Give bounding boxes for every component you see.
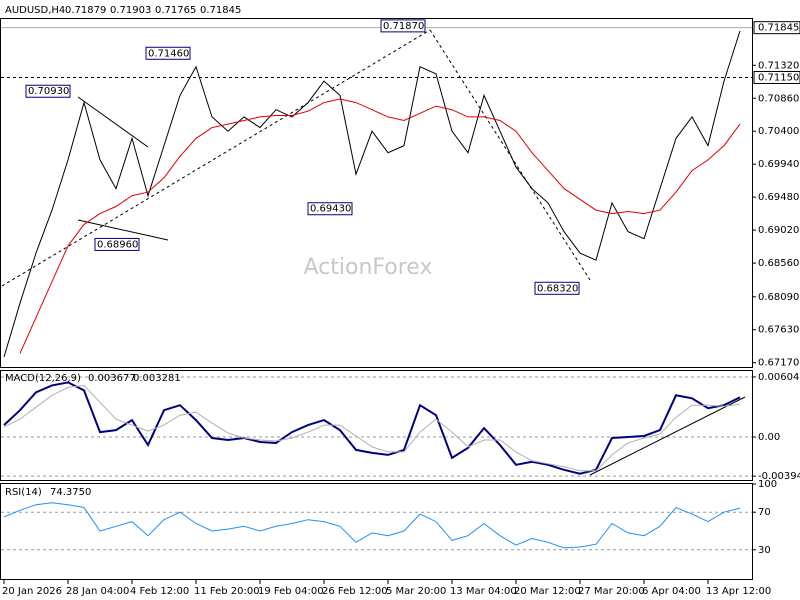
y-tick-label: 0.00 xyxy=(758,432,780,443)
y-tick-label: 0.68560 xyxy=(758,258,799,269)
indicator-value: 0.003677 xyxy=(88,373,136,384)
y-tick-label: 0.67170 xyxy=(758,358,799,369)
x-tick-label: 27 Mar 20:00 xyxy=(578,586,645,597)
watermark: ActionForex xyxy=(304,255,433,280)
series-line xyxy=(3,384,741,472)
series-line xyxy=(19,98,741,354)
indicator-value: 0.003281 xyxy=(133,373,181,384)
price-panel xyxy=(0,18,753,368)
y-tick-label: 0.69480 xyxy=(758,192,799,203)
price-tag xyxy=(753,21,800,35)
annotation-box xyxy=(534,281,580,295)
rsi-panel xyxy=(0,483,753,580)
x-tick-label: 13 Apr 12:00 xyxy=(706,586,771,597)
channel-line xyxy=(1,29,431,287)
x-tick-label: 6 Apr 04:00 xyxy=(642,586,701,597)
annotation-label: 0.71870 xyxy=(383,21,424,32)
annotation-box xyxy=(380,19,426,33)
y-tick-label: 0.70860 xyxy=(758,93,799,104)
x-tick-label: 28 Jan 04:00 xyxy=(66,586,129,597)
x-tick-label: 11 Feb 20:00 xyxy=(194,586,260,597)
y-tick-label: 0.69020 xyxy=(758,225,799,236)
annotation-label: 0.69430 xyxy=(310,204,351,215)
indicator-value: 74.3750 xyxy=(50,487,91,498)
channel-line xyxy=(429,29,591,281)
x-tick-label: 26 Feb 12:00 xyxy=(322,586,388,597)
y-tick-label: 30 xyxy=(758,545,771,556)
trendline xyxy=(589,396,746,476)
ohlc-value: 0.71765 xyxy=(155,5,196,16)
annotation-box xyxy=(94,237,140,251)
ohlc-value: 0.71879 xyxy=(65,5,106,16)
channel-lines xyxy=(1,29,591,287)
y-tick-label: 0.71320 xyxy=(758,60,799,71)
y-tick-label: -0.00394 xyxy=(758,471,800,482)
trendline xyxy=(77,219,169,241)
price-tag-label: 0.71150 xyxy=(758,72,799,83)
x-tick-label: 5 Mar 20:00 xyxy=(386,586,446,597)
x-tick-label: 20 Mar 12:00 xyxy=(514,586,581,597)
trendlines xyxy=(77,96,746,476)
y-tick-label: 0.67630 xyxy=(758,325,799,336)
indicator-title: MACD(12,26,9) xyxy=(5,373,81,384)
x-tick-label: 19 Feb 04:00 xyxy=(258,586,324,597)
trendline xyxy=(77,96,149,148)
series-line xyxy=(3,502,741,549)
annotation-label: 0.68960 xyxy=(97,239,138,250)
macd-panel xyxy=(0,370,753,481)
price-tag-label: 0.71845 xyxy=(758,23,799,34)
indicator-title: RSI(14) xyxy=(5,487,42,498)
ohlc-value: 0.71903 xyxy=(110,5,151,16)
annotation-label: 0.68320 xyxy=(537,283,578,294)
x-tick-label: 4 Feb 12:00 xyxy=(130,586,189,597)
y-tick-label: 70 xyxy=(758,507,771,518)
y-tick-label: 0.69940 xyxy=(758,159,799,170)
x-tick-label: 13 Mar 04:00 xyxy=(450,586,517,597)
chart-title: AUDUSD,H4 xyxy=(5,5,65,16)
annotation-box xyxy=(145,46,191,60)
annotation-label: 0.71460 xyxy=(148,48,189,59)
y-tick-label: 0.006048 xyxy=(758,372,800,383)
y-tick-label: 0.70400 xyxy=(758,126,799,137)
annotation-label: 0.70930 xyxy=(28,86,69,97)
x-tick-label: 20 Jan 2026 xyxy=(2,586,62,597)
y-tick-label: 0.68090 xyxy=(758,292,799,303)
price-tag xyxy=(753,70,800,84)
ohlc-value: 0.71845 xyxy=(200,5,241,16)
annotation-box xyxy=(25,84,71,98)
y-tick-label: 100 xyxy=(758,479,777,490)
annotation-box xyxy=(307,202,353,216)
